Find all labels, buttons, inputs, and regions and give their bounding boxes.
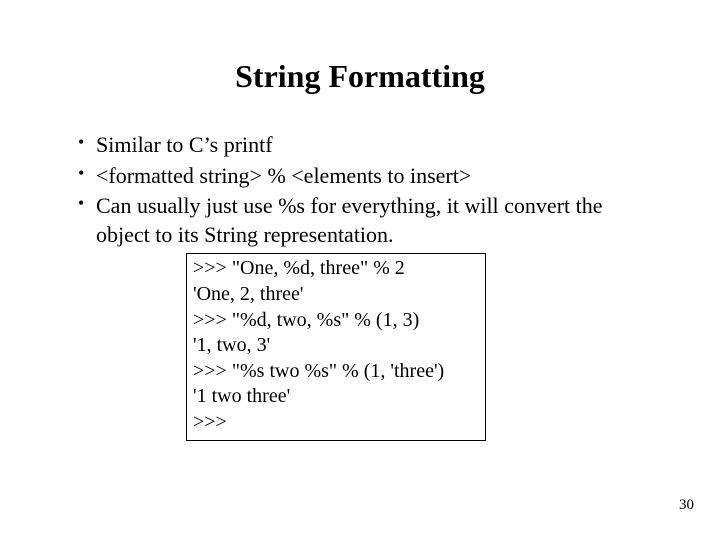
code-line: '1 two three' xyxy=(193,384,479,410)
page-number: 30 xyxy=(679,497,694,514)
code-line: >>> "%s two %s" % (1, 'three') xyxy=(193,359,479,385)
code-line: >>> "%d, two, %s" % (1, 3) xyxy=(193,308,479,334)
bullet-item: <formatted string> % <elements to insert… xyxy=(78,162,660,191)
code-line: 'One, 2, three' xyxy=(193,282,479,308)
code-line: '1, two, 3' xyxy=(193,333,479,359)
bullet-item: Similar to C’s printf xyxy=(78,131,660,160)
code-example-box: >>> "One, %d, three" % 2 'One, 2, three'… xyxy=(186,253,486,440)
slide-title: String Formatting xyxy=(0,0,720,131)
bullet-item: Can usually just use %s for everything, … xyxy=(78,192,660,249)
bullet-list: Similar to C’s printf <formatted string>… xyxy=(0,131,720,249)
slide: String Formatting Similar to C’s printf … xyxy=(0,0,720,540)
code-line: >>> "One, %d, three" % 2 xyxy=(193,256,479,282)
code-line: >>> xyxy=(193,410,479,436)
